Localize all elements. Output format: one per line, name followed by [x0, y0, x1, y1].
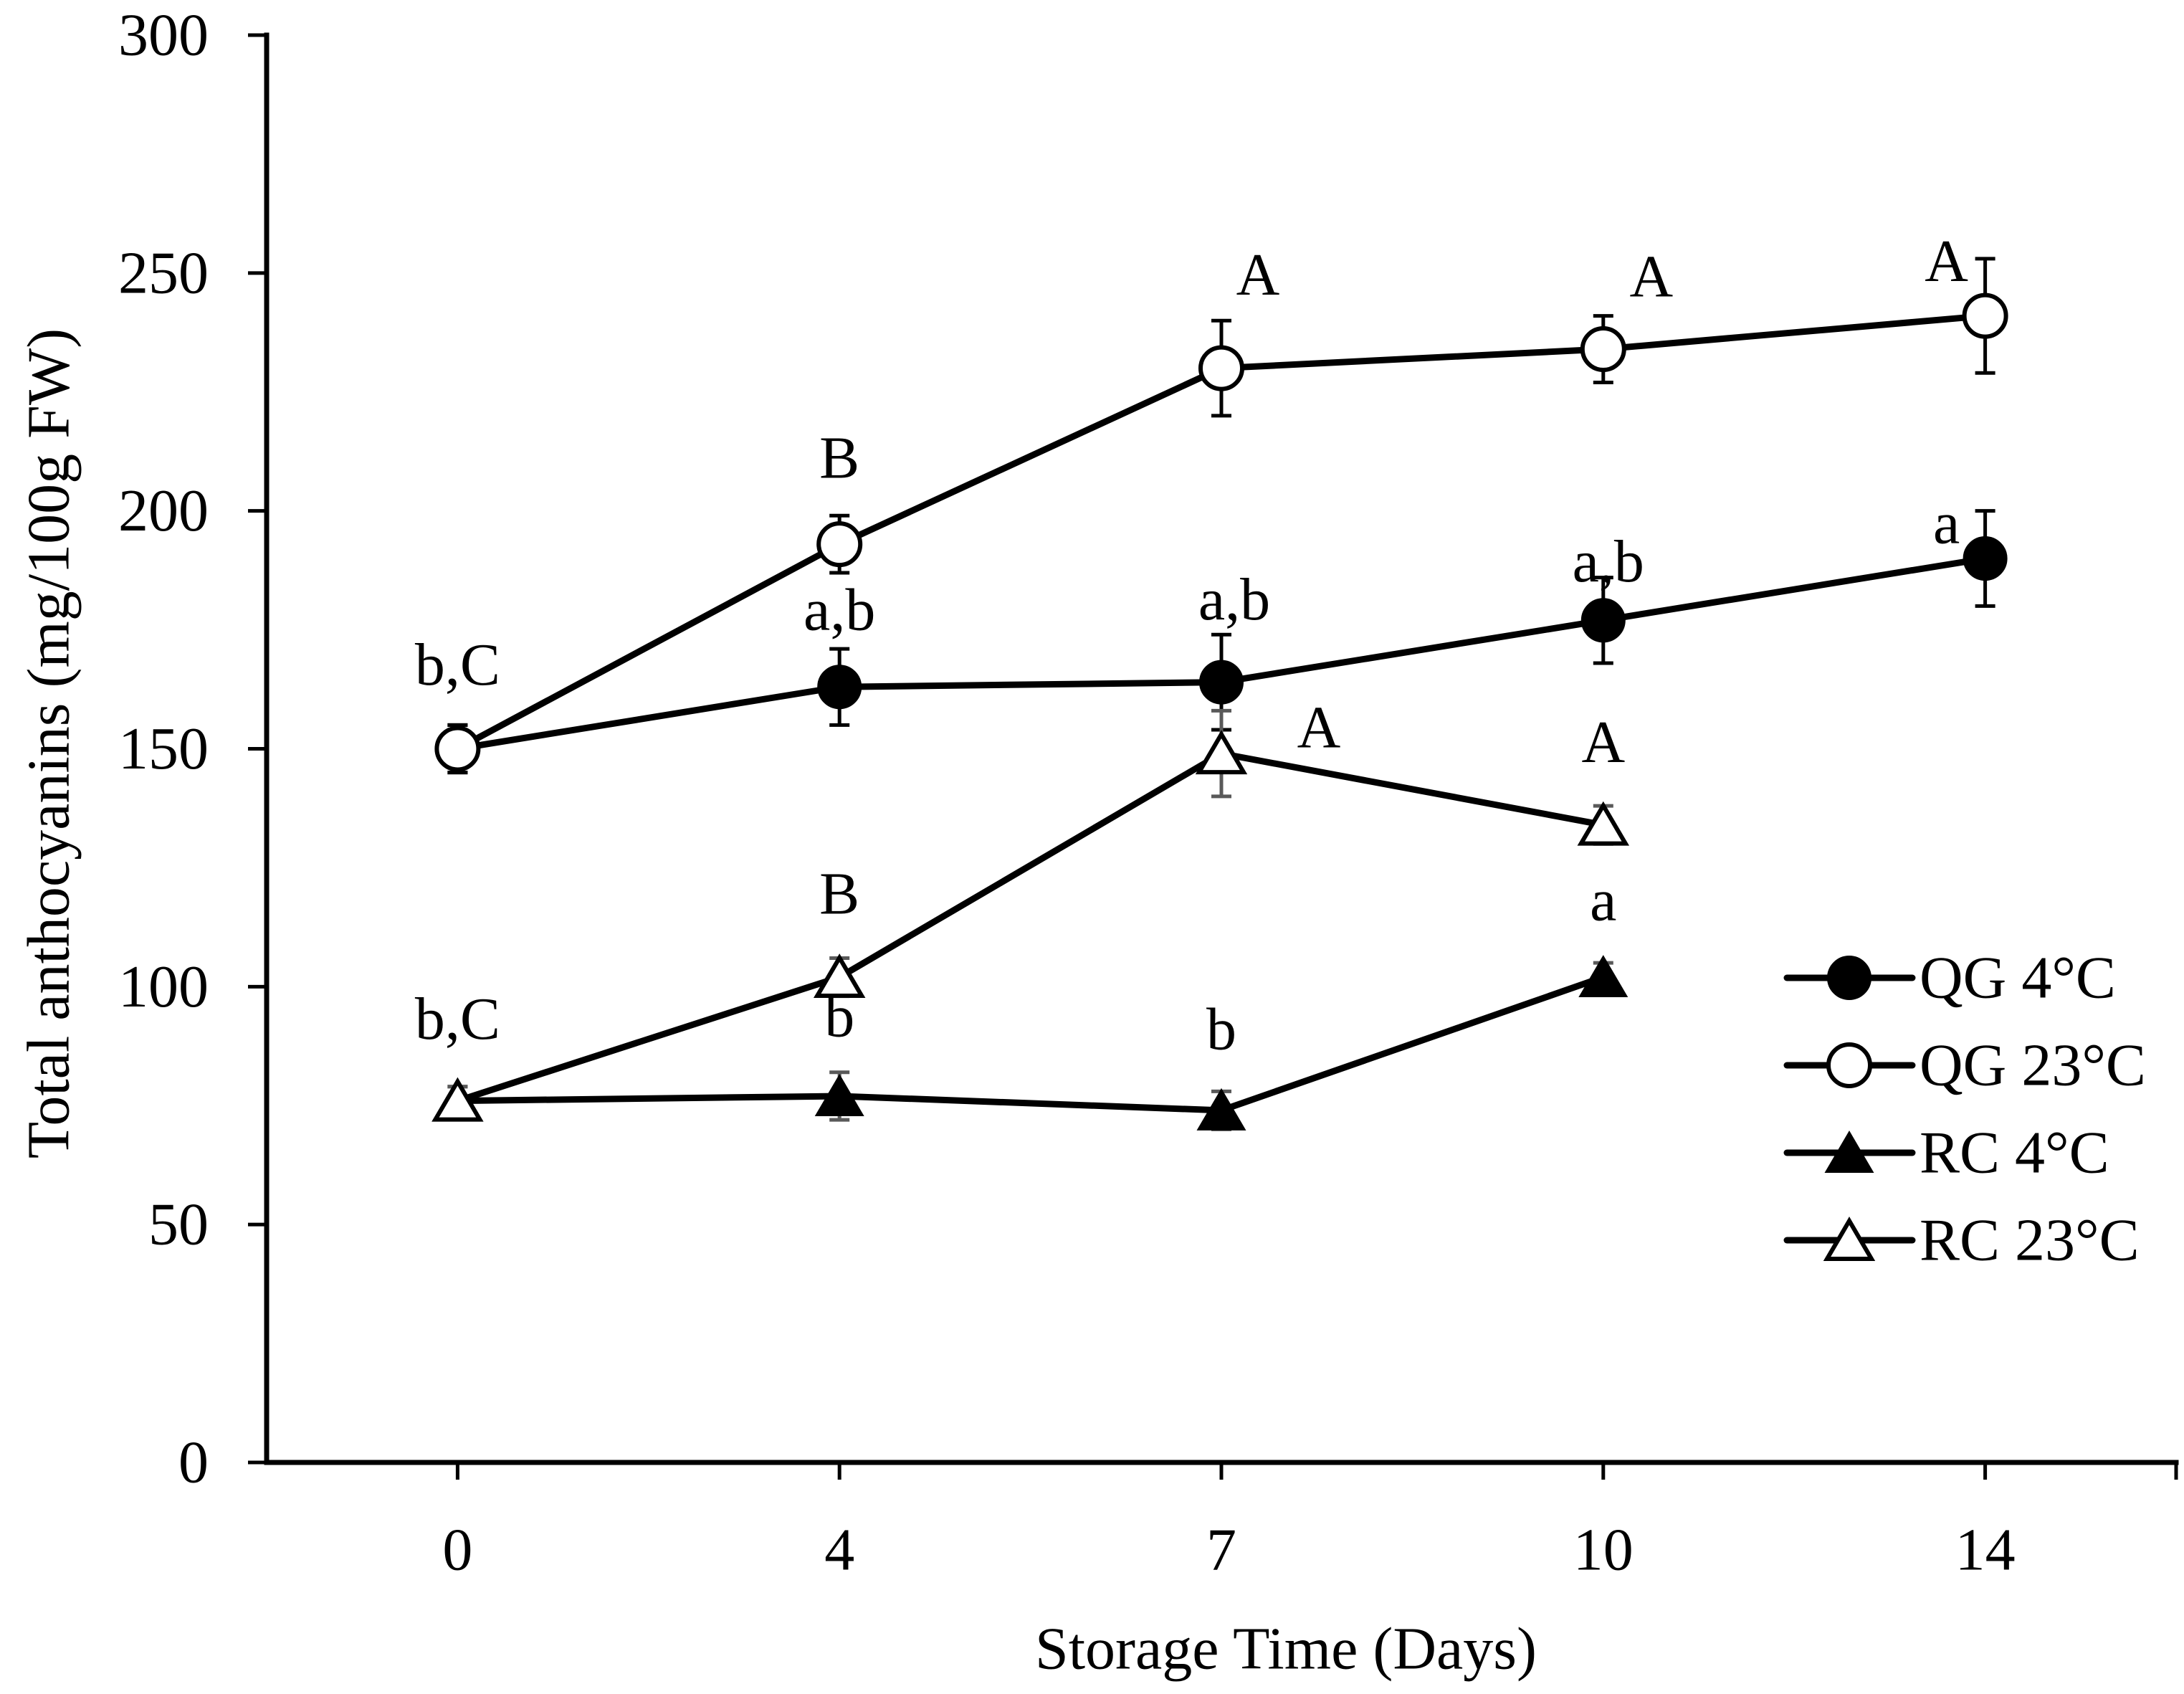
legend-marker-filled-circle [1827, 956, 1871, 1000]
y-tick-label: 150 [118, 715, 209, 782]
point-label-qg-4-c: a,b [803, 577, 875, 644]
legend-label: QG 4°C [1920, 945, 2116, 1012]
series-line-rc-23-c [454, 750, 1607, 1105]
legend-item-qg-23-c: QG 23°C [1783, 1032, 2146, 1099]
point-label-qg-23-c: A [1925, 228, 1968, 295]
point-label-rc-4-c: a [1590, 867, 1616, 934]
y-tick-label: 250 [118, 239, 209, 306]
legend-marker-filled-triangle [1824, 1131, 1874, 1173]
point-label-qg-4-c: a,b [1573, 528, 1644, 595]
marker-rc-4-c [1196, 1088, 1246, 1131]
marker-rc-23-c [813, 953, 866, 999]
point-label-qg-23-c: b,C [415, 632, 500, 698]
x-tick-label: 10 [1573, 1517, 1634, 1584]
marker-rc-4-c [814, 1074, 864, 1116]
point-label-qg-4-c: a [1933, 490, 1960, 557]
point-label-rc-23-c: B [819, 861, 859, 928]
marker-rc-23-c [1577, 801, 1630, 846]
marker-qg-23-c [434, 725, 481, 772]
marker-rc-23-c [431, 1077, 484, 1122]
x-tick-label: 0 [442, 1517, 472, 1584]
point-label-rc-4-c: b [824, 983, 854, 1050]
data-markers [431, 292, 2008, 1131]
point-label-rc-4-c: b [1206, 996, 1236, 1062]
legend-item-rc-23-c: RC 23°C [1783, 1207, 2140, 1274]
y-tick-label: 50 [148, 1191, 209, 1258]
marker-qg-4-c [1963, 536, 2008, 581]
marker-qg-23-c [1198, 345, 1244, 391]
point-label-qg-23-c: B [819, 425, 859, 492]
marker-rc-23-c [1195, 730, 1248, 775]
legend-marker-open-circle [1826, 1042, 1872, 1088]
point-label-qg-4-c: a,b [1198, 566, 1270, 633]
y-tick-label: 0 [178, 1429, 209, 1496]
point-label-rc-23-c: A [1297, 695, 1341, 761]
series-line-rc-4-c [454, 974, 1607, 1114]
point-label-qg-23-c: A [1629, 244, 1673, 310]
legend-marker-open-triangle [1823, 1217, 1876, 1261]
axes: 0 50 100 150 200 250 300 0 4 7 10 14 [118, 2, 2179, 1584]
legend-label: QG 23°C [1920, 1032, 2146, 1099]
marker-qg-4-c [817, 665, 862, 710]
significance-labels: a,b a,b a,b a b,C B A A Ab b a b,C B A A [415, 228, 1968, 1062]
legend-item-rc-4-c: RC 4°C [1783, 1120, 2109, 1186]
legend-label: RC 4°C [1920, 1120, 2109, 1186]
y-tick-label: 100 [118, 953, 209, 1020]
y-tick-label: 200 [118, 477, 209, 544]
x-axis-title: Storage Time (Days) [1035, 1616, 1537, 1683]
x-tick-label: 14 [1955, 1517, 2016, 1584]
point-label-rc-23-c: A [1581, 709, 1625, 776]
point-label-rc-23-c: b,C [415, 986, 500, 1052]
point-label-qg-23-c: A [1236, 242, 1280, 308]
marker-qg-4-c [1199, 660, 1244, 705]
legend: QG 4°C QG 23°C RC 4°C RC 23°C [1783, 945, 2146, 1274]
marker-qg-23-c [816, 521, 863, 568]
legend-item-qg-4-c: QG 4°C [1783, 945, 2116, 1012]
x-tick-label: 7 [1206, 1517, 1236, 1584]
marker-qg-4-c [1580, 598, 1626, 643]
y-axis-title: Total anthocyanins (mg/100g FW) [16, 328, 82, 1158]
marker-qg-23-c [1580, 326, 1626, 373]
marker-qg-23-c [1962, 292, 2008, 339]
marker-rc-4-c [1578, 955, 1629, 998]
x-tick-label: 4 [824, 1517, 854, 1584]
y-tick-label: 300 [118, 2, 209, 69]
legend-label: RC 23°C [1920, 1207, 2140, 1274]
